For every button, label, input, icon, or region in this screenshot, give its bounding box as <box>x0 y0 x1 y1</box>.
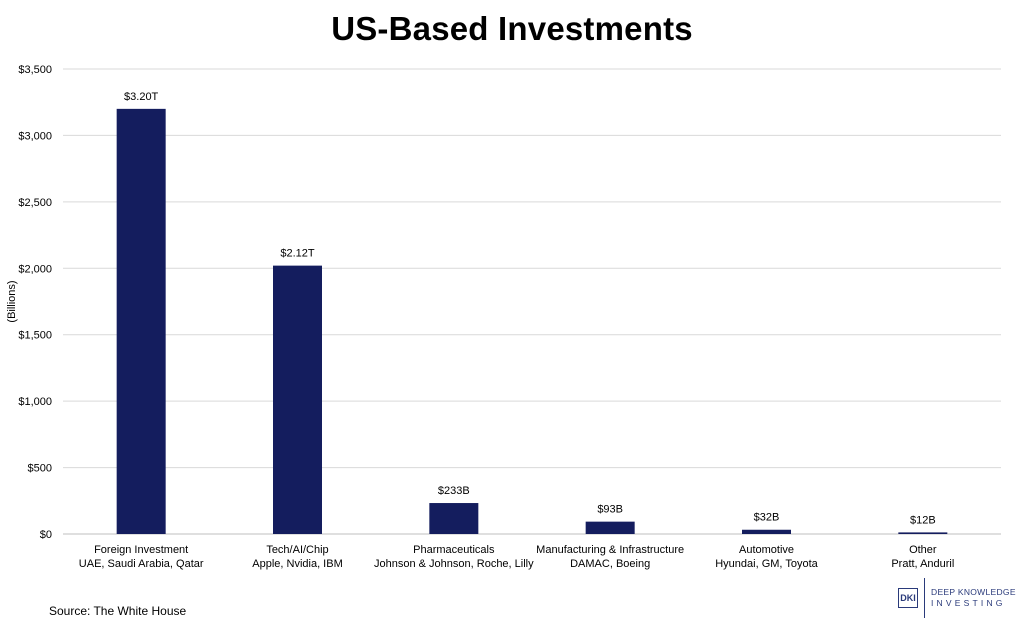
bar <box>898 532 948 534</box>
x-category-label: Pharmaceuticals <box>413 544 495 556</box>
x-category-sublabel: Pratt, Anduril <box>891 558 954 570</box>
logo-line-1: DEEP KNOWLEDGE <box>931 587 1016 597</box>
x-category-label: Automotive <box>739 544 794 556</box>
y-tick-label: $1,500 <box>18 330 52 342</box>
x-category-label: Tech/AI/Chip <box>266 544 328 556</box>
bar <box>742 529 791 534</box>
logo-divider <box>924 578 925 618</box>
y-tick-label: $3,500 <box>18 64 52 76</box>
x-category-label: Manufacturing & Infrastructure <box>536 544 684 556</box>
y-tick-label: $1,000 <box>18 396 52 408</box>
y-tick-label: $3,000 <box>18 130 52 142</box>
chart-title: US-Based Investments <box>331 10 693 47</box>
source-note: Source: The White House <box>49 604 187 618</box>
bar <box>273 265 322 534</box>
x-category-label: Foreign Investment <box>94 544 188 556</box>
data-label: $93B <box>597 504 623 516</box>
x-category-sublabel: DAMAC, Boeing <box>570 558 650 570</box>
y-tick-label: $2,000 <box>18 263 52 275</box>
x-category-sublabel: Apple, Nvidia, IBM <box>252 558 342 570</box>
data-label: $12B <box>910 514 936 526</box>
data-label: $32B <box>754 512 780 524</box>
logo-mark: DKI <box>898 588 918 608</box>
bar <box>116 108 166 534</box>
dki-logo: DKI DEEP KNOWLEDGE INVESTING <box>898 578 1016 618</box>
x-category-label: Other <box>909 544 937 556</box>
bar-chart: $0 $500 $1,000 $1,500 $2,000 $2,500 $3,000 $3,5… <box>6 64 1001 570</box>
x-category-sublabel: UAE, Saudi Arabia, Qatar <box>79 558 204 570</box>
y-axis-title: (Billions) <box>6 280 18 322</box>
logo-line-2: INVESTING <box>931 598 1006 608</box>
bar <box>429 503 479 534</box>
data-label: $3.20T <box>124 91 159 103</box>
x-category-sublabel: Hyundai, GM, Toyota <box>715 558 818 570</box>
logo-text: DEEP KNOWLEDGE INVESTING <box>931 587 1016 609</box>
bar <box>585 521 635 534</box>
x-category-sublabel: Johnson & Johnson, Roche, Lilly <box>374 558 534 570</box>
data-label: $2.12T <box>280 248 315 260</box>
y-tick-label: $2,500 <box>18 197 52 209</box>
y-tick-label: $0 <box>40 529 52 541</box>
y-tick-label: $500 <box>28 463 52 475</box>
data-label: $233B <box>438 485 470 497</box>
